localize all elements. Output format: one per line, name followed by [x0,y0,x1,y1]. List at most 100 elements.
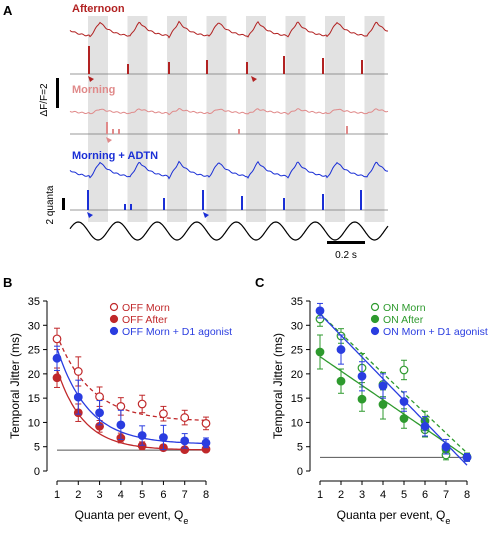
panel-b: B 0 5 10 15 20 25 30 35 1 2 3 4 5 6 7 8 Quanta per event… [3,275,232,526]
legend-marker [109,302,119,312]
data-point [336,376,346,386]
y-tick-label: 15 [291,393,303,405]
stripe [167,16,187,222]
x-tick-label: 6 [422,489,428,501]
morning-fluorescence-trace [69,107,389,116]
x-tick-label: 4 [118,489,124,501]
legend-label: OFF Morn [122,302,170,314]
y-tick-label: 10 [28,417,40,429]
y-tick-label: 5 [34,442,40,454]
stripe [246,16,266,222]
morning-label: Morning [72,84,115,96]
y-tick-label: 35 [28,296,40,308]
chart-c: 0 5 10 15 20 25 30 35 1 2 3 4 5 6 7 8 Quanta per event, … [271,296,488,526]
y-tick-label: 30 [28,320,40,332]
adtn-quanta-event [87,190,89,210]
quanta-scale-label: 2 quanta [45,185,56,224]
morning-adtn-label: Morning + ADTN [72,150,158,162]
afternoon-label: Afternoon [72,3,125,15]
y-tick-label: 10 [291,417,303,429]
afternoon-quanta-event [127,64,129,74]
data-point [336,345,346,354]
x-tick-label: 5 [139,489,145,501]
stripe [364,16,385,222]
arrowhead-icon [106,137,112,143]
x-axis-label: Quanta per event, Qe [337,508,451,526]
y-tick-label: 30 [291,320,303,332]
x-tick-label: 3 [359,489,365,501]
adtn-quanta-event [322,194,324,210]
adtn-quanta-event [360,190,362,210]
x-tick-label: 8 [464,489,470,501]
arrowhead-icon [88,76,94,82]
y-axis-label: Temporal Jitter (ms) [8,333,22,439]
data-point [180,436,190,446]
x-tick-label: 1 [54,489,60,501]
y-tick-label: 5 [297,442,303,454]
x-axis-label: Quanta per event, Qe [75,508,189,526]
data-point [52,334,62,344]
morning-quanta-event [106,122,108,134]
afternoon-quanta-event [361,60,363,74]
data-point [399,414,409,423]
legend-marker [370,302,380,312]
stripe [325,16,345,222]
x-tick-label: 4 [380,489,386,501]
data-point [73,392,83,402]
stripe [88,16,108,222]
x-tick-label: 8 [203,489,209,501]
arrowhead-icon [251,76,257,82]
x-tick-label: 6 [160,489,166,501]
data-point [201,419,211,428]
y-tick-label: 35 [291,296,303,308]
y-tick-label: 0 [297,466,303,478]
data-point [462,453,472,462]
panel-a: A Afternoon Morning Morning + ADTN ΔF/F=… [3,3,389,261]
df-scale-bar [56,78,59,108]
fit-line [319,313,468,454]
y-tick-label: 15 [28,393,40,405]
morning-quanta-event [238,129,240,134]
data-point [52,373,62,383]
legend-marker [109,326,119,336]
data-point [159,409,168,419]
y-axis-label: Temporal Jitter (ms) [271,333,285,439]
y-tick-label: 25 [28,345,40,357]
legend-marker [109,314,119,324]
data-point [357,394,367,404]
y-tick-label: 25 [291,345,303,357]
data-point [420,421,430,431]
quanta-scale-bar [62,198,65,210]
afternoon-fluorescence-trace [69,20,388,39]
arrowhead-icon [203,212,209,218]
stripe [127,16,148,222]
x-tick-label: 2 [75,489,81,501]
legend-label: OFF After [122,314,168,326]
arrowhead-icon [87,212,93,218]
morning-quanta-event [112,129,114,134]
y-tick-label: 20 [291,369,303,381]
afternoon-quanta-event [206,60,208,74]
data-point [378,381,388,391]
adtn-quanta-event [163,198,165,210]
adtn-quanta-event [241,196,243,210]
x-tick-label: 2 [338,489,344,501]
adtn-quanta-event [283,198,285,210]
x-tick-label: 5 [401,489,407,501]
data-point [137,431,147,440]
data-point [441,442,451,452]
afternoon-quanta-event [283,56,285,74]
afternoon-quanta-event [168,62,170,74]
panel-b-letter: B [3,275,12,290]
data-point [116,420,126,430]
traces [69,20,389,241]
data-point [201,438,211,448]
data-point [180,413,190,422]
data-point [399,397,409,406]
legend-label: ON Morn [383,302,426,314]
data-point [159,433,168,442]
data-point [357,371,367,381]
data-point [137,399,147,409]
data-point [399,365,409,375]
